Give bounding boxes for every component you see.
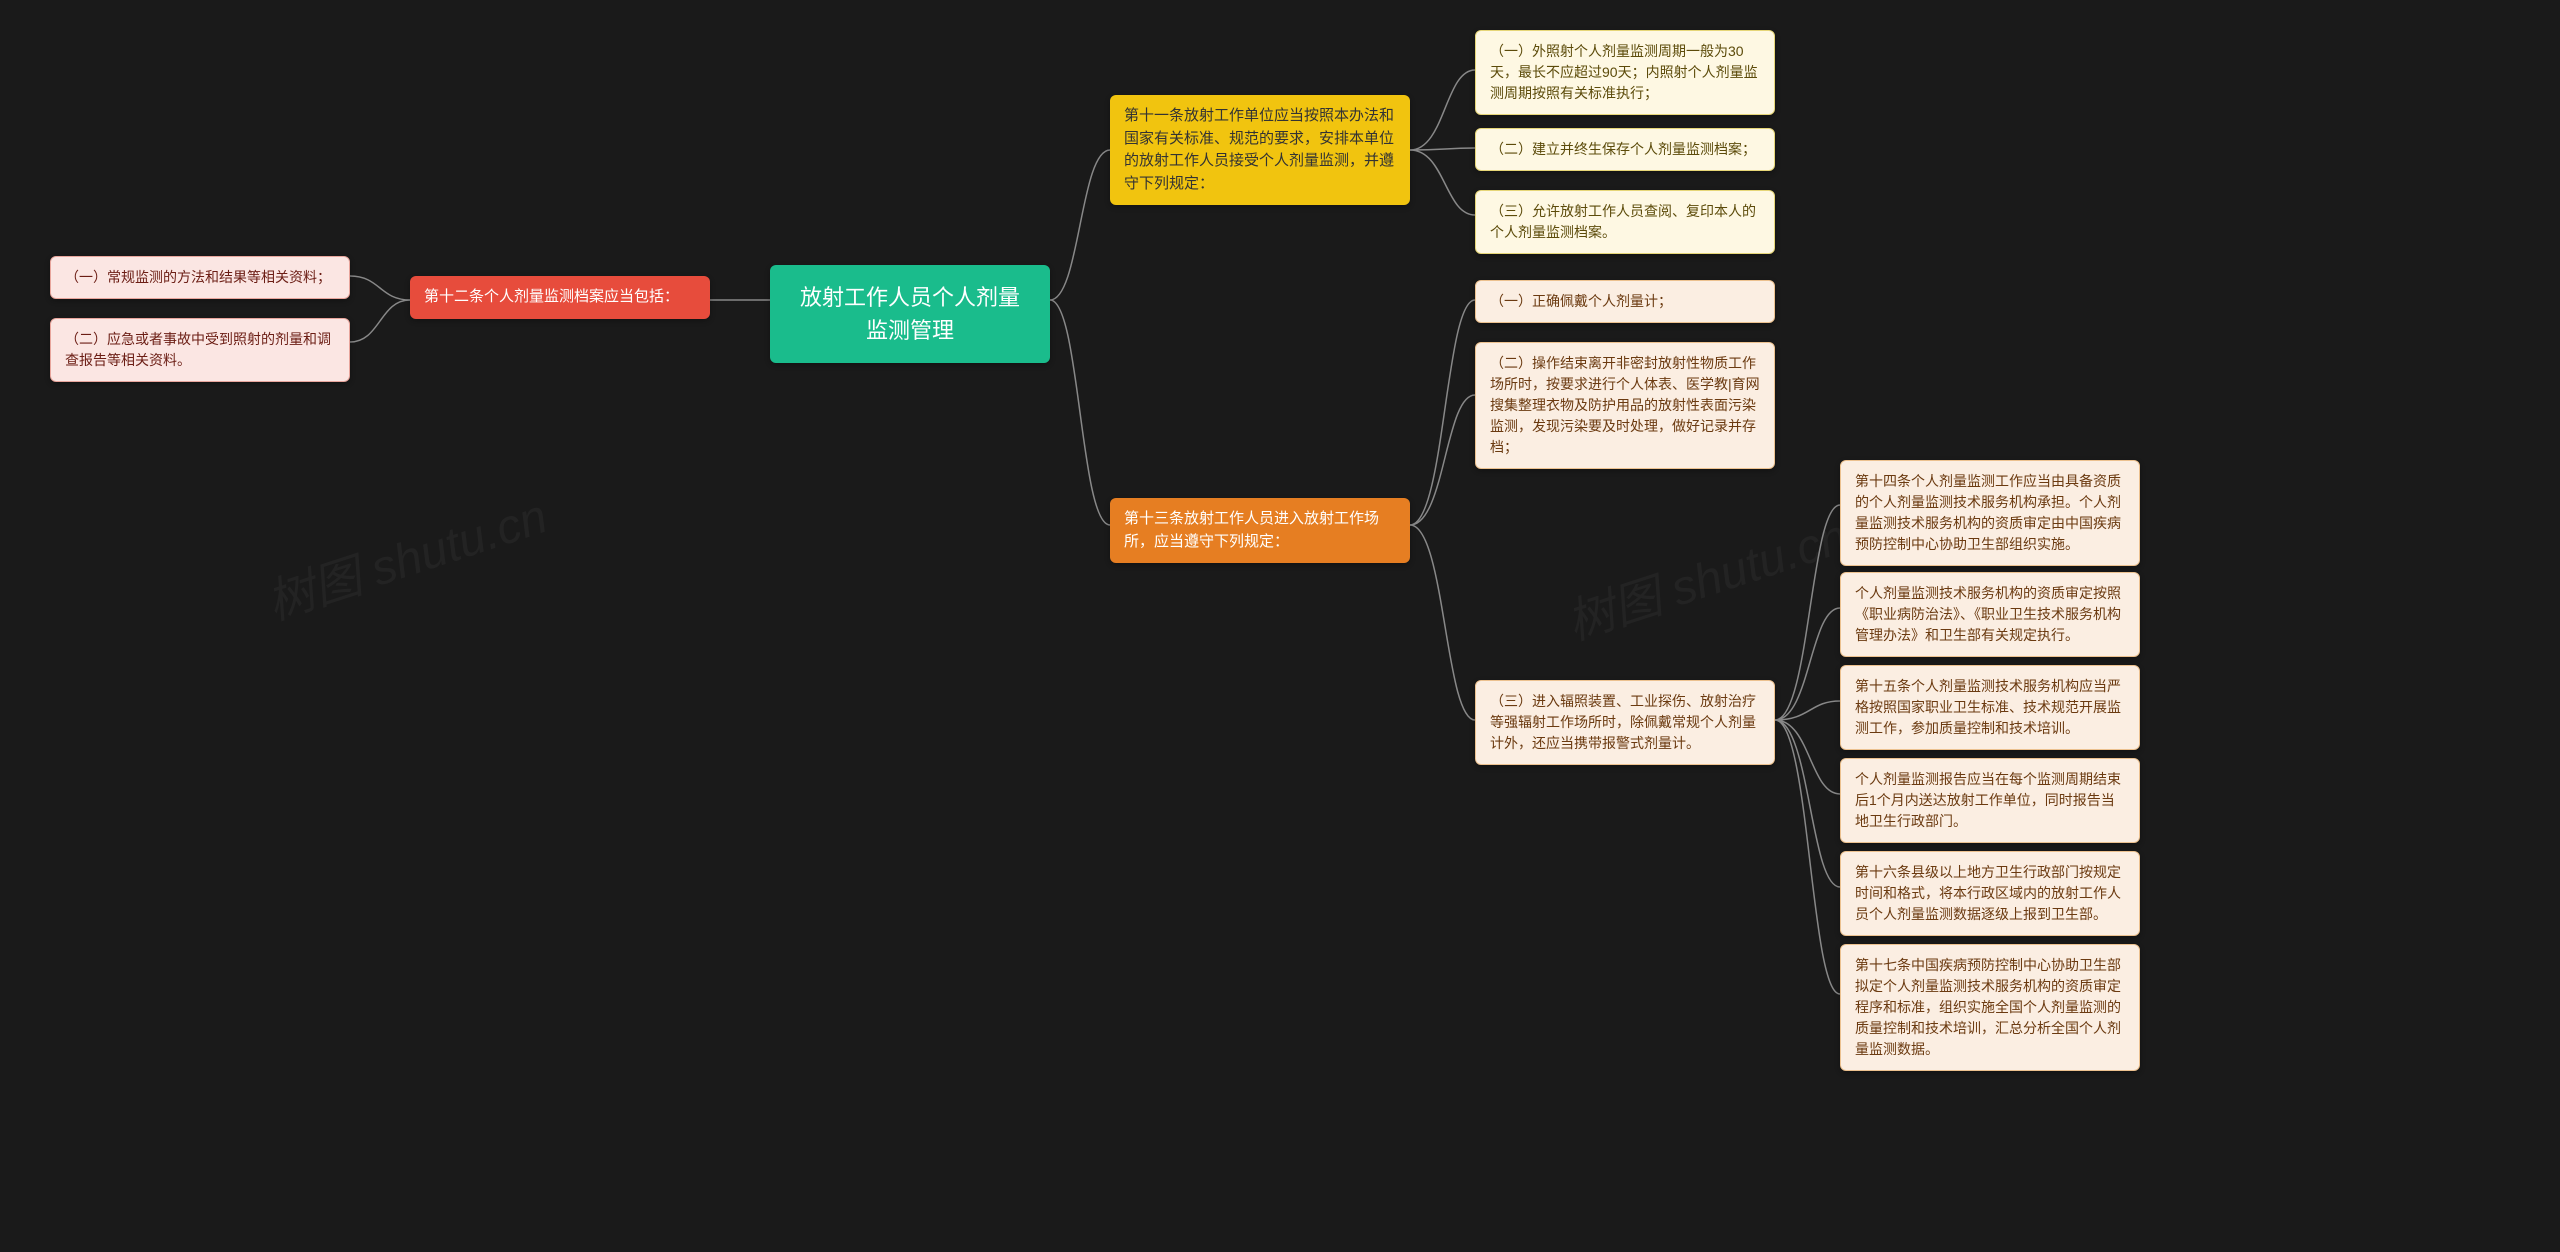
branch-12-text: 第十二条个人剂量监测档案应当包括： [424,288,679,305]
root-node[interactable]: 放射工作人员个人剂量监测管理 [770,265,1050,363]
branch-13-child-2-text: （二）操作结束离开非密封放射性物质工作场所时，按要求进行个人体表、医学教|育网搜… [1490,355,1760,455]
branch-13-gchild-2-text: 个人剂量监测技术服务机构的资质审定按照《职业病防治法》、《职业卫生技术服务机构管… [1855,585,2121,643]
branch-11-child-2[interactable]: （二）建立并终生保存个人剂量监测档案； [1475,128,1775,171]
branch-13-gchild-4-text: 个人剂量监测报告应当在每个监测周期结束后1个月内送达放射工作单位，同时报告当地卫… [1855,771,2121,829]
branch-11-child-1[interactable]: （一）外照射个人剂量监测周期一般为30天，最长不应超过90天；内照射个人剂量监测… [1475,30,1775,115]
branch-13-gchild-2[interactable]: 个人剂量监测技术服务机构的资质审定按照《职业病防治法》、《职业卫生技术服务机构管… [1840,572,2140,657]
branch-13-text: 第十三条放射工作人员进入放射工作场所，应当遵守下列规定： [1124,510,1379,550]
branch-11-child-3[interactable]: （三）允许放射工作人员查阅、复印本人的个人剂量监测档案。 [1475,190,1775,254]
branch-13-child-3[interactable]: （三）进入辐照装置、工业探伤、放射治疗等强辐射工作场所时，除佩戴常规个人剂量计外… [1475,680,1775,765]
branch-13-gchild-5[interactable]: 第十六条县级以上地方卫生行政部门按规定时间和格式，将本行政区域内的放射工作人员个… [1840,851,2140,936]
watermark-1: 树图 shutu.cn [256,477,554,633]
branch-13-child-2[interactable]: （二）操作结束离开非密封放射性物质工作场所时，按要求进行个人体表、医学教|育网搜… [1475,342,1775,469]
branch-12-child-1-text: （一）常规监测的方法和结果等相关资料； [65,269,331,285]
branch-13-gchild-5-text: 第十六条县级以上地方卫生行政部门按规定时间和格式，将本行政区域内的放射工作人员个… [1855,864,2121,922]
branch-13-gchild-4[interactable]: 个人剂量监测报告应当在每个监测周期结束后1个月内送达放射工作单位，同时报告当地卫… [1840,758,2140,843]
branch-13[interactable]: 第十三条放射工作人员进入放射工作场所，应当遵守下列规定： [1110,498,1410,563]
branch-11-child-2-text: （二）建立并终生保存个人剂量监测档案； [1490,141,1756,157]
mindmap-canvas: 树图 shutu.cn 树图 shutu.cn [0,0,2560,1252]
branch-12-child-1[interactable]: （一）常规监测的方法和结果等相关资料； [50,256,350,299]
branch-13-gchild-3-text: 第十五条个人剂量监测技术服务机构应当严格按照国家职业卫生标准、技术规范开展监测工… [1855,678,2121,736]
branch-13-child-1[interactable]: （一）正确佩戴个人剂量计； [1475,280,1775,323]
root-text: 放射工作人员个人剂量监测管理 [800,285,1020,343]
branch-11-child-1-text: （一）外照射个人剂量监测周期一般为30天，最长不应超过90天；内照射个人剂量监测… [1490,43,1758,101]
branch-12-child-2[interactable]: （二）应急或者事故中受到照射的剂量和调查报告等相关资料。 [50,318,350,382]
branch-13-gchild-1-text: 第十四条个人剂量监测工作应当由具备资质的个人剂量监测技术服务机构承担。个人剂量监… [1855,473,2121,552]
branch-13-gchild-6-text: 第十七条中国疾病预防控制中心协助卫生部拟定个人剂量监测技术服务机构的资质审定程序… [1855,957,2121,1057]
watermark-2: 树图 shutu.cn [1556,497,1854,653]
branch-13-gchild-3[interactable]: 第十五条个人剂量监测技术服务机构应当严格按照国家职业卫生标准、技术规范开展监测工… [1840,665,2140,750]
branch-13-child-3-text: （三）进入辐照装置、工业探伤、放射治疗等强辐射工作场所时，除佩戴常规个人剂量计外… [1490,693,1756,751]
branch-11-child-3-text: （三）允许放射工作人员查阅、复印本人的个人剂量监测档案。 [1490,203,1756,240]
branch-13-gchild-6[interactable]: 第十七条中国疾病预防控制中心协助卫生部拟定个人剂量监测技术服务机构的资质审定程序… [1840,944,2140,1071]
branch-11-text: 第十一条放射工作单位应当按照本办法和国家有关标准、规范的要求，安排本单位的放射工… [1124,107,1394,192]
branch-12[interactable]: 第十二条个人剂量监测档案应当包括： [410,276,710,319]
branch-13-gchild-1[interactable]: 第十四条个人剂量监测工作应当由具备资质的个人剂量监测技术服务机构承担。个人剂量监… [1840,460,2140,566]
branch-12-child-2-text: （二）应急或者事故中受到照射的剂量和调查报告等相关资料。 [65,331,331,368]
branch-13-child-1-text: （一）正确佩戴个人剂量计； [1490,293,1672,309]
branch-11[interactable]: 第十一条放射工作单位应当按照本办法和国家有关标准、规范的要求，安排本单位的放射工… [1110,95,1410,205]
